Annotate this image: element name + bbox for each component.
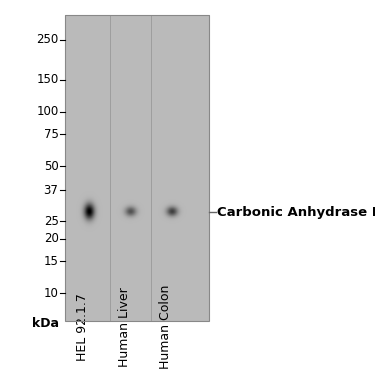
Text: Human Colon: Human Colon (159, 285, 172, 369)
Text: 75: 75 (44, 128, 58, 141)
Text: 15: 15 (44, 255, 58, 268)
Text: 50: 50 (44, 160, 58, 173)
Bar (65, 15, 209, 321)
Text: Carbonic Anhydrase I: Carbonic Anhydrase I (217, 206, 375, 219)
Text: 37: 37 (44, 184, 58, 196)
Bar (65, 15, 209, 321)
Text: 10: 10 (44, 287, 58, 300)
Text: 150: 150 (36, 74, 58, 86)
Text: 25: 25 (44, 214, 58, 228)
Text: kDa: kDa (32, 317, 58, 330)
Text: 20: 20 (44, 232, 58, 245)
Text: 100: 100 (36, 105, 58, 118)
Text: HEL 92.1.7: HEL 92.1.7 (76, 293, 89, 361)
Text: Human Liver: Human Liver (117, 287, 130, 367)
Text: 250: 250 (36, 33, 58, 46)
